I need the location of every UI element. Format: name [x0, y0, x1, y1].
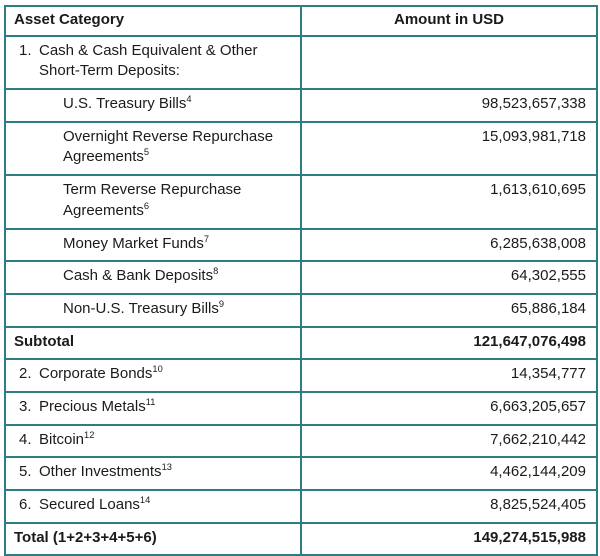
asset-label: Precious Metals11: [39, 396, 156, 415]
asset-label-cell: 1. Cash & Cash Equivalent & Other Short-T…: [4, 34, 302, 91]
table-row: U.S. Treasury Bills4 98,523,657,338: [4, 88, 598, 123]
asset-label-cell: U.S. Treasury Bills4: [4, 88, 302, 123]
footnote-superscript: 11: [145, 396, 156, 407]
asset-label: Overnight Reverse Repurchase Agreements5: [63, 127, 274, 166]
asset-label: Cash & Bank Deposits8: [63, 266, 219, 285]
asset-label-cell: 4. Bitcoin12: [4, 423, 302, 459]
table-row: 2. Corporate Bonds10 14,354,777: [4, 358, 598, 393]
table-row: 1. Cash & Cash Equivalent & Other Short-T…: [4, 34, 598, 91]
footnote-superscript: 9: [218, 298, 225, 309]
numbered-item: 6. Secured Loans14: [14, 495, 292, 516]
footnote-superscript: 14: [139, 495, 151, 505]
table-row: Subtotal 121,647,076,498: [4, 325, 598, 361]
amount-value: 1,613,610,695: [300, 174, 598, 230]
asset-label: Corporate Bonds10: [39, 364, 163, 383]
asset-label-cell: Overnight Reverse Repurchase Agreements5: [4, 120, 302, 177]
table-row: 3. Precious Metals11 6,663,205,657: [4, 390, 598, 426]
footnote-superscript: 8: [213, 266, 219, 277]
footnote-superscript: 4: [186, 94, 192, 105]
asset-label: Money Market Funds7: [63, 233, 210, 252]
asset-label-cell: Term Reverse Repurchase Agreements6: [4, 174, 302, 230]
footnote-superscript: 7: [203, 233, 210, 244]
amount-value: [300, 34, 598, 91]
footnote-superscript: 5: [143, 147, 150, 158]
header-row: Asset Category Amount in USD: [4, 5, 598, 37]
amount-value: 8,825,524,405: [300, 489, 598, 524]
asset-label: Non-U.S. Treasury Bills9: [63, 298, 225, 317]
row-number: 5.: [19, 463, 32, 481]
table-row: Non-U.S. Treasury Bills9 65,886,184: [4, 292, 598, 328]
table-row: 5. Other Investments13 4,462,144,209: [4, 456, 598, 491]
report-page: Asset Category Amount in USD 1. Cash & Ca…: [4, 5, 598, 556]
table-row: Term Reverse Repurchase Agreements6 1,613…: [4, 174, 598, 230]
table-row: Cash & Bank Deposits8 64,302,555: [4, 260, 598, 295]
asset-table: Asset Category Amount in USD 1. Cash & Ca…: [4, 5, 598, 556]
amount-value: 98,523,657,338: [300, 88, 598, 123]
asset-label: Term Reverse Repurchase Agreements6: [63, 181, 242, 219]
asset-label-cell: 5. Other Investments13: [4, 456, 302, 491]
asset-label-cell: Subtotal: [4, 325, 302, 361]
amount-value: 7,662,210,442: [300, 423, 598, 459]
row-number: 4.: [19, 430, 32, 448]
footnote-superscript: 13: [161, 462, 172, 473]
amount-value: 121,647,076,498: [300, 325, 598, 361]
amount-value: 64,302,555: [300, 260, 598, 295]
asset-label-cell: 2. Corporate Bonds10: [4, 358, 302, 393]
asset-label: Other Investments13: [39, 462, 172, 481]
asset-label: Subtotal: [14, 332, 74, 350]
asset-label: Bitcoin12: [39, 429, 95, 448]
table-row: Overnight Reverse Repurchase Agreements5…: [4, 120, 598, 177]
numbered-item: 4. Bitcoin12: [14, 430, 292, 451]
asset-label-cell: Total (1+2+3+4+5+6): [4, 521, 302, 556]
col-header-amount-in-usd: Amount in USD: [300, 5, 598, 37]
numbered-item: 2. Corporate Bonds10: [14, 364, 292, 385]
table-row: 6. Secured Loans14 8,825,524,405: [4, 489, 598, 524]
amount-value: 6,663,205,657: [300, 390, 598, 426]
amount-value: 4,462,144,209: [300, 456, 598, 491]
table-body: 1. Cash & Cash Equivalent & Other Short-T…: [4, 34, 598, 556]
asset-label-cell: 3. Precious Metals11: [4, 390, 302, 426]
asset-label-cell: Cash & Bank Deposits8: [4, 260, 302, 295]
row-number: 3.: [19, 397, 32, 415]
asset-label: Cash & Cash Equivalent & Other Short-Ter…: [39, 41, 258, 80]
table-row: 4. Bitcoin12 7,662,210,442: [4, 423, 598, 459]
asset-label-cell: Money Market Funds7: [4, 227, 302, 263]
footnote-superscript: 10: [152, 364, 163, 375]
row-number: 1.: [19, 41, 32, 59]
col-header-asset-category: Asset Category: [4, 5, 302, 37]
asset-label: Total (1+2+3+4+5+6): [14, 528, 157, 546]
footnote-superscript: 6: [143, 200, 150, 211]
table-row: Total (1+2+3+4+5+6) 149,274,515,988: [4, 521, 598, 556]
numbered-item: 1. Cash & Cash Equivalent & Other Short-T…: [14, 41, 292, 82]
amount-value: 149,274,515,988: [300, 521, 598, 556]
amount-value: 15,093,981,718: [300, 120, 598, 177]
amount-value: 65,886,184: [300, 292, 598, 328]
amount-value: 14,354,777: [300, 358, 598, 393]
asset-label: U.S. Treasury Bills4: [63, 94, 192, 113]
numbered-item: 3. Precious Metals11: [14, 397, 292, 418]
footnote-superscript: 12: [84, 429, 95, 440]
amount-value: 6,285,638,008: [300, 227, 598, 263]
asset-label-cell: Non-U.S. Treasury Bills9: [4, 292, 302, 328]
asset-label-cell: 6. Secured Loans14: [4, 489, 302, 524]
table-row: Money Market Funds7 6,285,638,008: [4, 227, 598, 263]
row-number: 2.: [19, 365, 32, 383]
numbered-item: 5. Other Investments13: [14, 462, 292, 483]
row-number: 6.: [19, 496, 32, 513]
asset-label: Secured Loans14: [39, 495, 151, 513]
